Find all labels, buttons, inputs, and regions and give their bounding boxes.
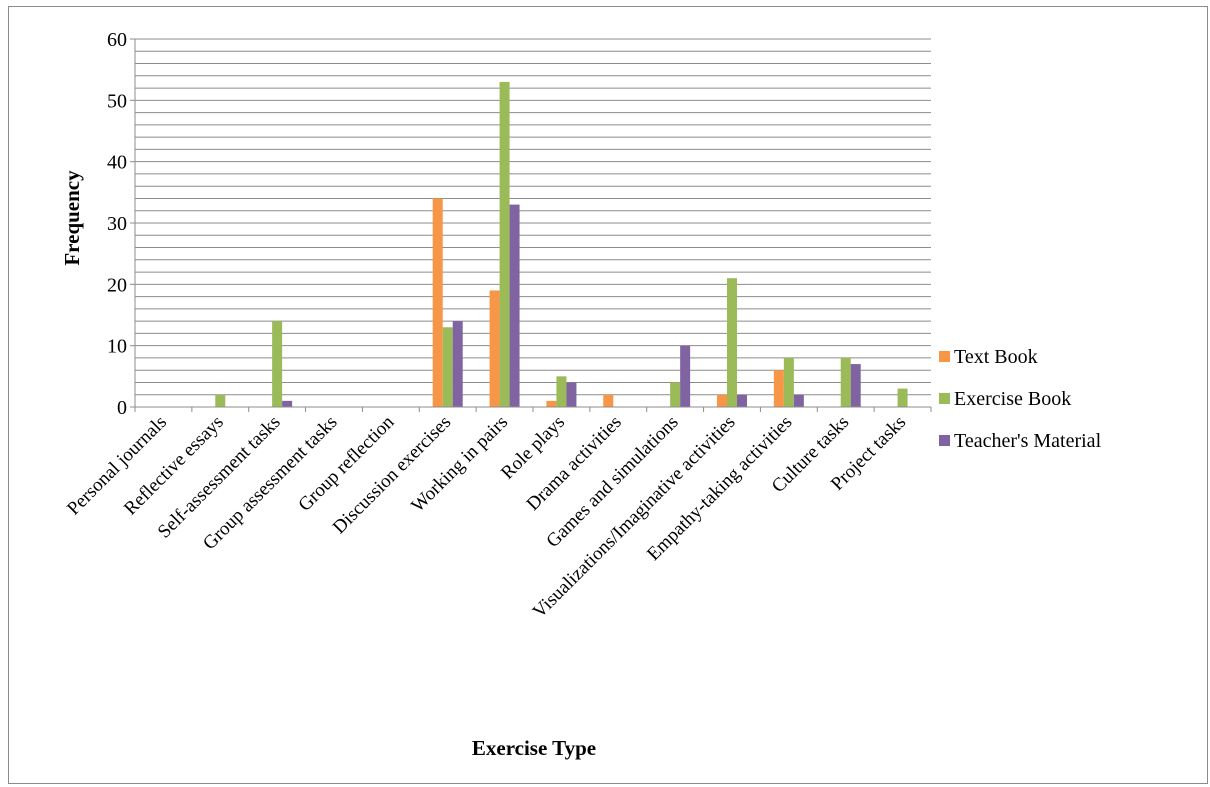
- bar-exercise-book: [840, 357, 851, 407]
- x-axis-title: Exercise Type: [472, 736, 596, 760]
- y-tick-label: 60: [107, 29, 127, 51]
- bar-exercise-book: [499, 81, 510, 407]
- bar-exercise-book: [556, 376, 567, 407]
- bar-teacher-s-material: [850, 364, 861, 407]
- bar-exercise-book: [272, 321, 283, 407]
- gridlines: [135, 38, 931, 396]
- bars: [215, 81, 908, 407]
- legend-swatch: [939, 351, 950, 362]
- bar-exercise-book: [727, 278, 737, 407]
- bar-text-book: [603, 394, 614, 407]
- legend-label: Exercise Book: [954, 388, 1071, 410]
- chart-frame: 0 10 20 30 40 50 60 Personal journals Reflectiv…: [8, 6, 1208, 784]
- bar-teacher-s-material: [793, 394, 804, 407]
- bar-teacher-s-material: [680, 345, 691, 407]
- y-tick-label: 30: [107, 213, 127, 235]
- y-axis-title: Frequency: [60, 170, 84, 266]
- bar-text-book: [717, 394, 727, 407]
- bar-teacher-s-material: [566, 382, 577, 407]
- bar-text-book: [432, 198, 443, 407]
- bar-teacher-s-material: [452, 321, 463, 407]
- x-tick-label: Visualizations/Imaginative activities: [529, 412, 740, 623]
- y-tick-labels: 0 10 20 30 40 50 60: [107, 29, 135, 419]
- bar-exercise-book: [215, 394, 226, 407]
- y-tick-label: 10: [107, 336, 127, 358]
- bar-exercise-book: [897, 388, 908, 407]
- legend: Text Book Exercise Book Teacher's Material: [939, 346, 1102, 452]
- x-tick-label: Reflective essays: [120, 412, 228, 520]
- bar-teacher-s-material: [282, 400, 293, 407]
- bar-chart: 0 10 20 30 40 50 60 Personal journalsReflectiv…: [60, 29, 1102, 760]
- bar-text-book: [546, 400, 557, 407]
- y-tick-label: 40: [107, 152, 127, 174]
- y-tick-label: 20: [107, 274, 127, 296]
- legend-label: Teacher's Material: [954, 430, 1102, 452]
- bar-text-book: [773, 370, 784, 407]
- bar-teacher-s-material: [737, 394, 747, 407]
- legend-swatch: [939, 393, 950, 404]
- bar-exercise-book: [670, 382, 681, 407]
- legend-swatch: [939, 435, 950, 446]
- legend-label: Text Book: [954, 346, 1038, 368]
- bar-exercise-book: [783, 357, 794, 407]
- bar-teacher-s-material: [509, 204, 520, 407]
- bar-exercise-book: [442, 327, 453, 407]
- y-tick-label: 0: [117, 397, 127, 419]
- x-tick-label: Personal journals: [63, 412, 171, 520]
- axes: [134, 39, 932, 412]
- bar-text-book: [489, 290, 500, 407]
- x-tick-label: Working in pairs: [407, 412, 512, 517]
- y-tick-label: 50: [107, 90, 127, 112]
